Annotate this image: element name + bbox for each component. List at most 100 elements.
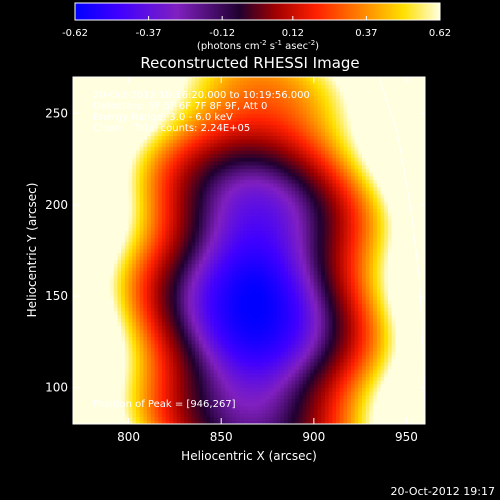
heatmap-cell bbox=[210, 274, 215, 279]
heatmap-cell bbox=[191, 248, 196, 253]
heatmap-cell bbox=[247, 208, 252, 213]
heatmap-cell bbox=[128, 285, 133, 290]
heatmap-cell bbox=[135, 193, 141, 199]
heatmap-cell bbox=[132, 102, 137, 107]
heatmap-cell bbox=[261, 91, 267, 96]
heatmap-cell bbox=[221, 336, 226, 341]
heatmap-cell bbox=[73, 179, 78, 184]
heatmap-cell bbox=[147, 259, 152, 264]
heatmap-cell bbox=[236, 416, 241, 421]
heatmap-cell bbox=[110, 288, 115, 294]
heatmap-cell bbox=[239, 358, 245, 363]
heatmap-cell bbox=[224, 307, 230, 312]
heatmap-cell bbox=[258, 383, 263, 389]
heatmap-cell bbox=[173, 157, 178, 162]
heatmap-cell bbox=[132, 383, 137, 389]
heatmap-cell bbox=[243, 212, 248, 217]
heatmap-cell bbox=[250, 193, 256, 199]
heatmap-cell bbox=[224, 120, 230, 126]
heatmap-cell bbox=[165, 179, 170, 184]
heatmap-cell bbox=[180, 321, 185, 326]
heatmap-cell bbox=[206, 212, 211, 217]
heatmap-cell bbox=[91, 208, 96, 213]
heatmap-cell bbox=[98, 142, 104, 147]
heatmap-cell bbox=[132, 402, 137, 407]
heatmap-cell bbox=[113, 208, 119, 213]
heatmap-cell bbox=[250, 416, 256, 421]
heatmap-cell bbox=[139, 420, 144, 424]
heatmap-cell bbox=[165, 318, 170, 323]
heatmap-cell bbox=[124, 361, 130, 367]
heatmap-cell bbox=[110, 296, 115, 301]
heatmap-cell bbox=[169, 102, 174, 107]
heatmap-cell bbox=[150, 277, 156, 283]
heatmap-cell bbox=[206, 230, 211, 235]
heatmap-cell bbox=[132, 391, 137, 396]
heatmap-cell bbox=[143, 281, 148, 286]
heatmap-cell bbox=[173, 124, 178, 129]
heatmap-cell bbox=[128, 409, 133, 414]
heatmap-cell bbox=[76, 91, 82, 96]
heatmap-cell bbox=[128, 288, 133, 294]
heatmap-cell bbox=[128, 387, 133, 392]
heatmap-cell bbox=[165, 91, 170, 96]
heatmap-cell bbox=[95, 161, 100, 166]
heatmap-cell bbox=[206, 146, 211, 151]
heatmap-cell bbox=[128, 252, 133, 257]
heatmap-cell bbox=[206, 321, 211, 326]
heatmap-cell bbox=[154, 190, 159, 195]
heatmap-cell bbox=[206, 307, 211, 312]
heatmap-cell bbox=[206, 179, 211, 184]
heatmap-cell bbox=[247, 98, 252, 104]
heatmap-cell bbox=[236, 391, 241, 396]
heatmap-cell bbox=[139, 109, 144, 115]
heatmap-cell bbox=[173, 237, 178, 242]
heatmap-cell bbox=[135, 358, 141, 363]
heatmap-cell bbox=[113, 255, 119, 261]
heatmap-cell bbox=[202, 120, 207, 126]
heatmap-cell bbox=[217, 164, 222, 169]
heatmap-cell bbox=[258, 303, 263, 308]
heatmap-cell bbox=[254, 255, 259, 261]
heatmap-cell bbox=[102, 219, 107, 224]
heatmap-cell bbox=[154, 113, 159, 118]
heatmap-cell bbox=[80, 142, 85, 147]
heatmap-cell bbox=[191, 139, 196, 144]
heatmap-cell bbox=[150, 281, 156, 286]
heatmap-cell bbox=[184, 296, 189, 301]
heatmap-cell bbox=[254, 182, 259, 188]
heatmap-cell bbox=[180, 329, 185, 334]
heatmap-cell bbox=[202, 234, 207, 239]
heatmap-cell bbox=[150, 383, 156, 389]
heatmap-cell bbox=[106, 383, 111, 389]
heatmap-cell bbox=[76, 339, 82, 345]
heatmap-cell bbox=[91, 95, 96, 100]
heatmap-cell bbox=[191, 219, 196, 224]
heatmap-cell bbox=[169, 332, 174, 337]
heatmap-cell bbox=[80, 106, 85, 111]
heatmap-cell bbox=[224, 215, 230, 221]
heatmap-cell bbox=[121, 318, 126, 323]
heatmap-cell bbox=[210, 234, 215, 239]
heatmap-cell bbox=[128, 91, 133, 96]
heatmap-cell bbox=[173, 405, 178, 410]
heatmap-cell bbox=[236, 120, 241, 126]
heatmap-cell bbox=[76, 413, 82, 418]
heatmap-cell bbox=[258, 281, 263, 286]
heatmap-cell bbox=[250, 201, 256, 206]
heatmap-cell bbox=[84, 332, 89, 337]
heatmap-cell bbox=[254, 332, 259, 337]
heatmap-cell bbox=[135, 409, 141, 414]
heatmap-cell bbox=[191, 252, 196, 257]
heatmap-cell bbox=[202, 98, 207, 104]
heatmap-cell bbox=[154, 109, 159, 115]
heatmap-cell bbox=[124, 380, 130, 385]
heatmap-cell bbox=[110, 292, 115, 297]
heatmap-cell bbox=[121, 77, 126, 82]
heatmap-cell bbox=[87, 296, 93, 301]
heatmap-cell bbox=[213, 376, 219, 381]
heatmap-cell bbox=[217, 296, 222, 301]
heatmap-cell bbox=[198, 212, 204, 217]
heatmap-cell bbox=[147, 87, 152, 93]
heatmap-cell bbox=[236, 212, 241, 217]
